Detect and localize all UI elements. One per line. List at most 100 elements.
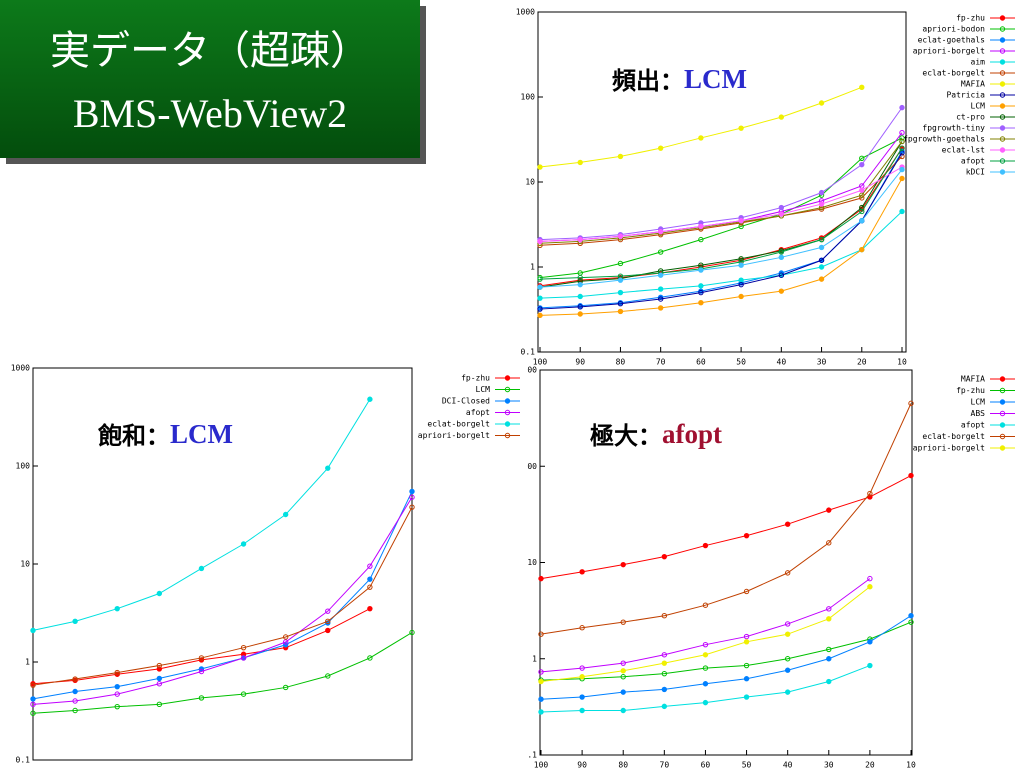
legend-marker — [999, 37, 1006, 43]
data-point — [698, 267, 704, 273]
data-point — [156, 681, 163, 687]
data-point — [778, 204, 785, 211]
data-point — [743, 662, 750, 669]
legend-marker — [999, 125, 1006, 131]
legend-label: eclat-borgelt — [427, 420, 490, 429]
data-point — [661, 652, 668, 658]
data-point — [859, 246, 865, 253]
series-line — [539, 178, 903, 316]
legend-marker — [999, 70, 1006, 76]
data-point — [367, 576, 373, 582]
x-tick-label: 60 — [696, 358, 706, 367]
legend-label: apriori-borgelt — [913, 47, 985, 56]
data-point — [738, 262, 744, 268]
data-point — [698, 300, 704, 306]
data-point — [620, 561, 626, 568]
legend-label: LCM — [971, 398, 986, 407]
x-tick-label: 10 — [897, 358, 907, 367]
legend-label: Patricia — [946, 91, 985, 100]
x-tick-label: 100 — [533, 358, 548, 367]
data-point — [198, 668, 205, 675]
data-point — [579, 674, 585, 680]
data-point — [743, 676, 750, 682]
data-point — [867, 662, 873, 669]
legend-marker — [999, 158, 1006, 164]
series-line — [32, 608, 371, 685]
data-point — [702, 652, 709, 658]
data-point — [579, 665, 585, 671]
data-point — [859, 161, 865, 168]
legend-marker — [999, 15, 1006, 21]
legend-label: kDCI — [966, 168, 985, 177]
data-point — [702, 699, 709, 706]
y-tick-label: 1000 — [11, 364, 30, 373]
data-point — [409, 629, 415, 636]
data-point — [657, 286, 664, 292]
y-tick-label: 1000 — [516, 8, 535, 17]
legend-label: ct-pro — [956, 113, 985, 122]
x-tick-label: 90 — [575, 358, 585, 367]
data-point — [537, 284, 543, 290]
legend-marker — [999, 169, 1006, 175]
series-line — [540, 621, 912, 681]
slide-subtitle: BMS-WebView2 — [73, 91, 347, 136]
annotation-label: 飽和： — [97, 422, 170, 450]
data-point — [908, 400, 914, 407]
legend-marker — [999, 376, 1006, 382]
legend-label: afopt — [961, 421, 985, 430]
y-tick-label: 00 — [527, 366, 537, 375]
y-tick-label: 10 — [525, 178, 535, 187]
legend-marker — [999, 136, 1006, 142]
series-line — [539, 211, 903, 299]
legend-label: MAFIA — [961, 80, 985, 89]
data-point — [240, 541, 247, 547]
legend-label: eclat-borgelt — [922, 69, 985, 78]
y-tick-label: 10 — [527, 558, 537, 567]
data-point — [577, 311, 583, 317]
data-point — [198, 565, 205, 572]
data-point — [661, 660, 668, 666]
data-point — [661, 703, 668, 710]
data-point — [657, 272, 664, 278]
data-point — [538, 669, 544, 675]
x-tick-label: 30 — [824, 761, 834, 768]
data-point — [30, 682, 36, 688]
annotation-label: 頻出： — [612, 67, 684, 95]
data-point — [367, 563, 373, 569]
legend-marker — [999, 103, 1006, 109]
data-point — [156, 662, 163, 669]
data-point — [198, 655, 205, 661]
series-line — [539, 141, 903, 288]
data-point — [698, 135, 704, 141]
data-point — [114, 703, 120, 710]
data-point — [661, 613, 668, 619]
legend-label: apriori-bodon — [922, 25, 985, 34]
x-tick-label: 30 — [817, 358, 827, 367]
data-point — [778, 288, 785, 294]
legend-label: fp-zhu — [956, 14, 985, 23]
data-point — [899, 145, 905, 151]
series-line — [539, 169, 903, 288]
y-tick-label: 0.1 — [521, 348, 536, 357]
y-tick-label: 1 — [532, 654, 537, 663]
legend-marker — [999, 114, 1006, 120]
legend-marker — [999, 433, 1006, 440]
data-point — [738, 293, 744, 300]
data-point — [538, 678, 544, 685]
legend-label: apriori-borgelt — [913, 444, 985, 453]
data-point — [738, 277, 744, 283]
data-point — [698, 236, 704, 243]
data-point — [240, 644, 247, 651]
legend-marker — [999, 48, 1006, 54]
data-point — [577, 281, 583, 288]
legend-marker — [504, 398, 511, 404]
series-line — [539, 141, 903, 244]
legend-label: DCI-Closed — [442, 397, 490, 406]
data-point — [867, 639, 873, 645]
data-point — [698, 283, 704, 289]
x-tick-label: 70 — [656, 358, 666, 367]
data-point — [367, 655, 373, 661]
x-tick-label: 50 — [742, 761, 752, 768]
data-point — [826, 616, 832, 622]
data-point — [908, 613, 914, 619]
